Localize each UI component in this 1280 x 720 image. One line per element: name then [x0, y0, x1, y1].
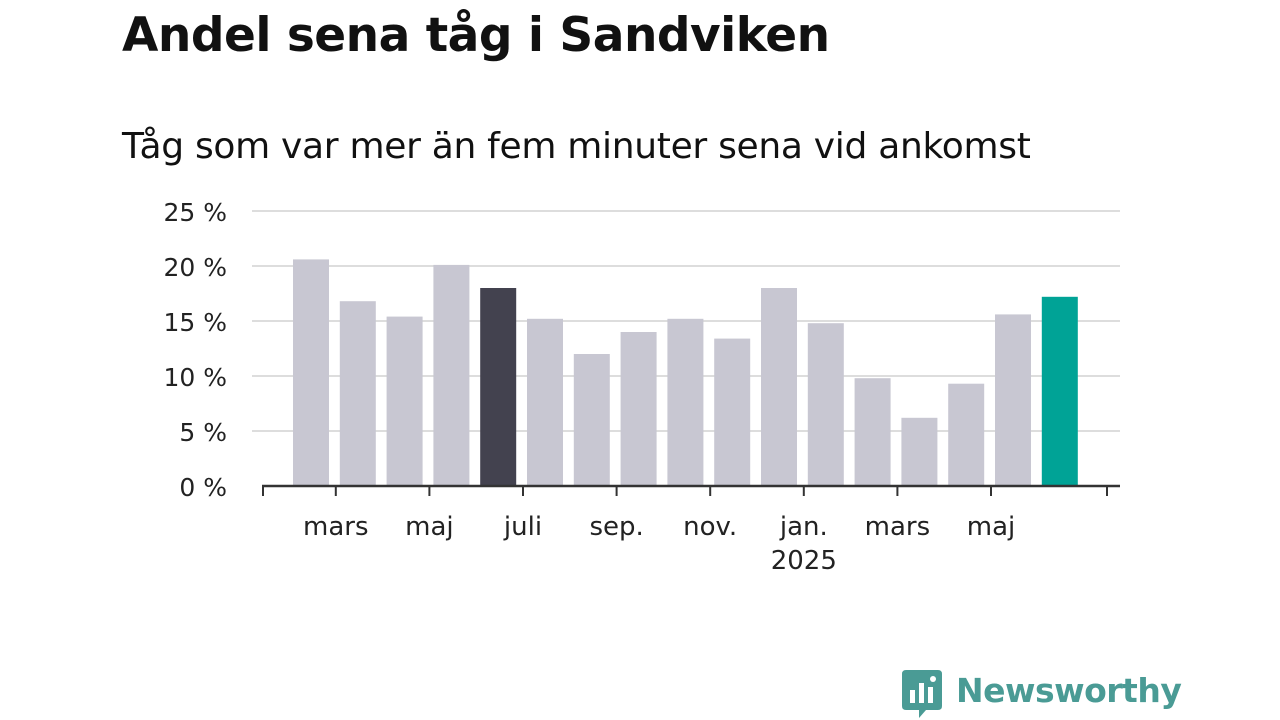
y-tick-label: 20 %: [163, 253, 227, 282]
bar-2024-05: [433, 264, 470, 486]
x-axis-tick-labels: mars maj juli sep. nov. jan. 2025 mars maj: [303, 512, 1015, 576]
bars: [293, 259, 1078, 486]
y-tick-label: 15 %: [163, 308, 227, 337]
x-tick-label: maj: [967, 512, 1015, 542]
bar-2025-03: [901, 417, 938, 486]
x-axis: [262, 484, 1120, 496]
bar-2024-09: [620, 332, 657, 486]
bar-2024-12: [761, 288, 797, 486]
newsworthy-chart-bubble-icon: [902, 670, 942, 718]
bar-2024-06: [480, 288, 517, 486]
bar-2024-03: [339, 301, 376, 486]
chart-subtitle: Tåg som var mer än fem minuter sena vid …: [122, 126, 1031, 167]
y-tick-label: 5 %: [179, 418, 227, 447]
bar-2024-02: [293, 259, 329, 486]
y-tick-label: 10 %: [163, 363, 227, 392]
bar-2025-01: [807, 323, 844, 486]
bar-2025-05: [995, 314, 1031, 486]
bar-2024-04: [386, 316, 423, 486]
y-axis-tick-labels: 0 % 5 % 10 % 15 % 20 % 25 %: [163, 198, 227, 502]
bar-2025-04: [948, 383, 985, 486]
x-tick-label: mars: [303, 512, 369, 542]
y-tick-label: 25 %: [163, 198, 227, 227]
x-tick-label: jan.: [779, 512, 828, 542]
x-tick-label: sep.: [589, 512, 643, 542]
bar-2024-08: [573, 354, 610, 486]
newsworthy-logo: Newsworthy: [902, 670, 1182, 720]
x-tick-label: juli: [503, 512, 542, 542]
x-tick-label: maj: [405, 512, 453, 542]
bar-2024-10: [667, 318, 704, 486]
x-tick-year-label: 2025: [771, 546, 837, 576]
brand-name: Newsworthy: [956, 671, 1182, 710]
y-tick-label: 0 %: [179, 473, 227, 502]
x-tick-label: mars: [865, 512, 931, 542]
chart-title: Andel sena tåg i Sandviken: [122, 8, 830, 63]
bar-2025-06: [1041, 296, 1078, 486]
x-tick-label: nov.: [683, 512, 737, 542]
bar-2025-02: [854, 378, 891, 486]
bar-2024-07: [527, 318, 563, 486]
bar-2024-11: [714, 338, 751, 486]
